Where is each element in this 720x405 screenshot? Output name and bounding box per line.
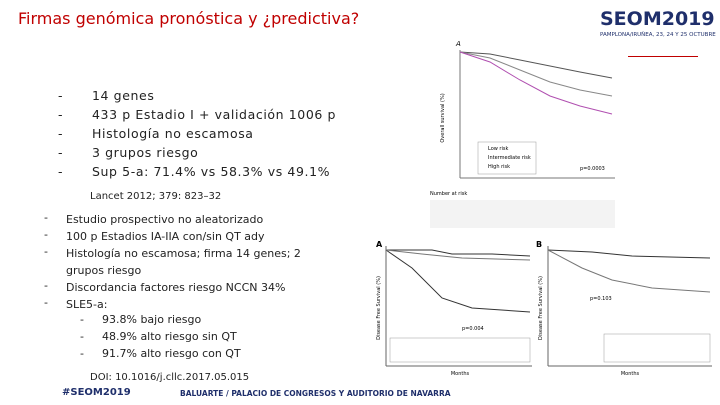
footer-venue: BALUARTE / PALACIO DE CONGRESOS Y AUDITO… bbox=[180, 389, 451, 398]
panel-label: A bbox=[455, 40, 461, 48]
p-value: p=0.004 bbox=[462, 326, 484, 332]
bullet-dash: - bbox=[58, 88, 64, 103]
list-item: Estudio prospectivo no aleatorizado bbox=[66, 213, 264, 226]
dfs-figure: A B Disease Free Survival (%) p=0.004 Mo… bbox=[376, 240, 712, 377]
list-item: Histología no escamosa; firma 14 genes; … bbox=[66, 247, 301, 277]
bullet-dash: - bbox=[44, 228, 48, 241]
list-item: Sup 5-a: 71.4% vs 58.3% vs 49.1% bbox=[92, 164, 331, 179]
list-item: Histología no escamosa bbox=[92, 126, 254, 141]
bullet-dash: - bbox=[44, 211, 48, 224]
list-item: 3 grupos riesgo bbox=[92, 145, 199, 160]
bullet-dash: - bbox=[44, 245, 48, 258]
legend-entry: Intermediate risk bbox=[488, 155, 531, 161]
x-label: Months bbox=[451, 371, 470, 377]
panel-label: A bbox=[376, 240, 383, 249]
bullet-dash: - bbox=[58, 126, 64, 141]
x-label: Months bbox=[621, 371, 640, 377]
sub-bullet-dash: - bbox=[80, 330, 84, 343]
citation-one: Lancet 2012; 379: 823–32 bbox=[90, 191, 222, 202]
bullet-dash: - bbox=[58, 145, 64, 160]
logo-place: PAMPLONA/IRUÑEA, 23, 24 Y 25 OCTUBRE bbox=[600, 32, 716, 38]
y-label: Disease Free Survival (%) bbox=[376, 276, 382, 340]
y-label: Overall survival (%) bbox=[440, 93, 446, 142]
list-item: 100 p Estadios IA-IIA con/sin QT ady bbox=[66, 230, 265, 243]
panel-a bbox=[385, 246, 532, 367]
sub-item: 91.7% alto riesgo con QT bbox=[102, 347, 241, 360]
y-label: Disease Free Survival (%) bbox=[538, 276, 544, 340]
bullet-dash: - bbox=[44, 279, 48, 292]
bullet-dash: - bbox=[58, 107, 64, 122]
sub-item: 93.8% bajo riesgo bbox=[102, 313, 202, 326]
survival-figure: A Overall survival (%) Low risk Intermed… bbox=[430, 40, 615, 228]
legend-entry: High risk bbox=[488, 164, 510, 170]
list-item: 433 p Estadio I + validación 1006 p bbox=[92, 107, 337, 122]
curve bbox=[459, 51, 613, 79]
risk-table bbox=[430, 200, 615, 228]
legend-box bbox=[477, 141, 537, 175]
bullet-dash: - bbox=[58, 164, 64, 179]
sub-bullet-dash: - bbox=[80, 347, 84, 360]
sub-bullet-dash: - bbox=[80, 313, 84, 326]
p-value: p=0.103 bbox=[590, 296, 612, 302]
list-item: SLE5-a: bbox=[66, 298, 108, 311]
p-value: p=0.0003 bbox=[580, 166, 605, 172]
risk-title: Number at risk bbox=[430, 191, 467, 197]
footer-hashtag: #SEOM2019 bbox=[62, 387, 131, 398]
sub-item: 48.9% alto riesgo sin QT bbox=[102, 330, 237, 343]
logo-name: SEOM2019 bbox=[600, 8, 715, 30]
list-item: Discordancia factores riesgo NCCN 34% bbox=[66, 281, 286, 294]
list-item: 14 genes bbox=[92, 88, 155, 103]
curve bbox=[459, 51, 613, 115]
legend-entry: Low risk bbox=[488, 146, 508, 152]
panel-b bbox=[547, 246, 712, 367]
bullet-dash: - bbox=[44, 296, 48, 309]
citation-two: DOI: 10.1016/j.cllc.2017.05.015 bbox=[90, 372, 250, 383]
logo-decoration bbox=[628, 42, 698, 57]
slide-title: Firmas genómica pronóstica y ¿predictiva… bbox=[18, 9, 360, 28]
panel-label: B bbox=[536, 240, 542, 249]
curve bbox=[459, 51, 613, 97]
